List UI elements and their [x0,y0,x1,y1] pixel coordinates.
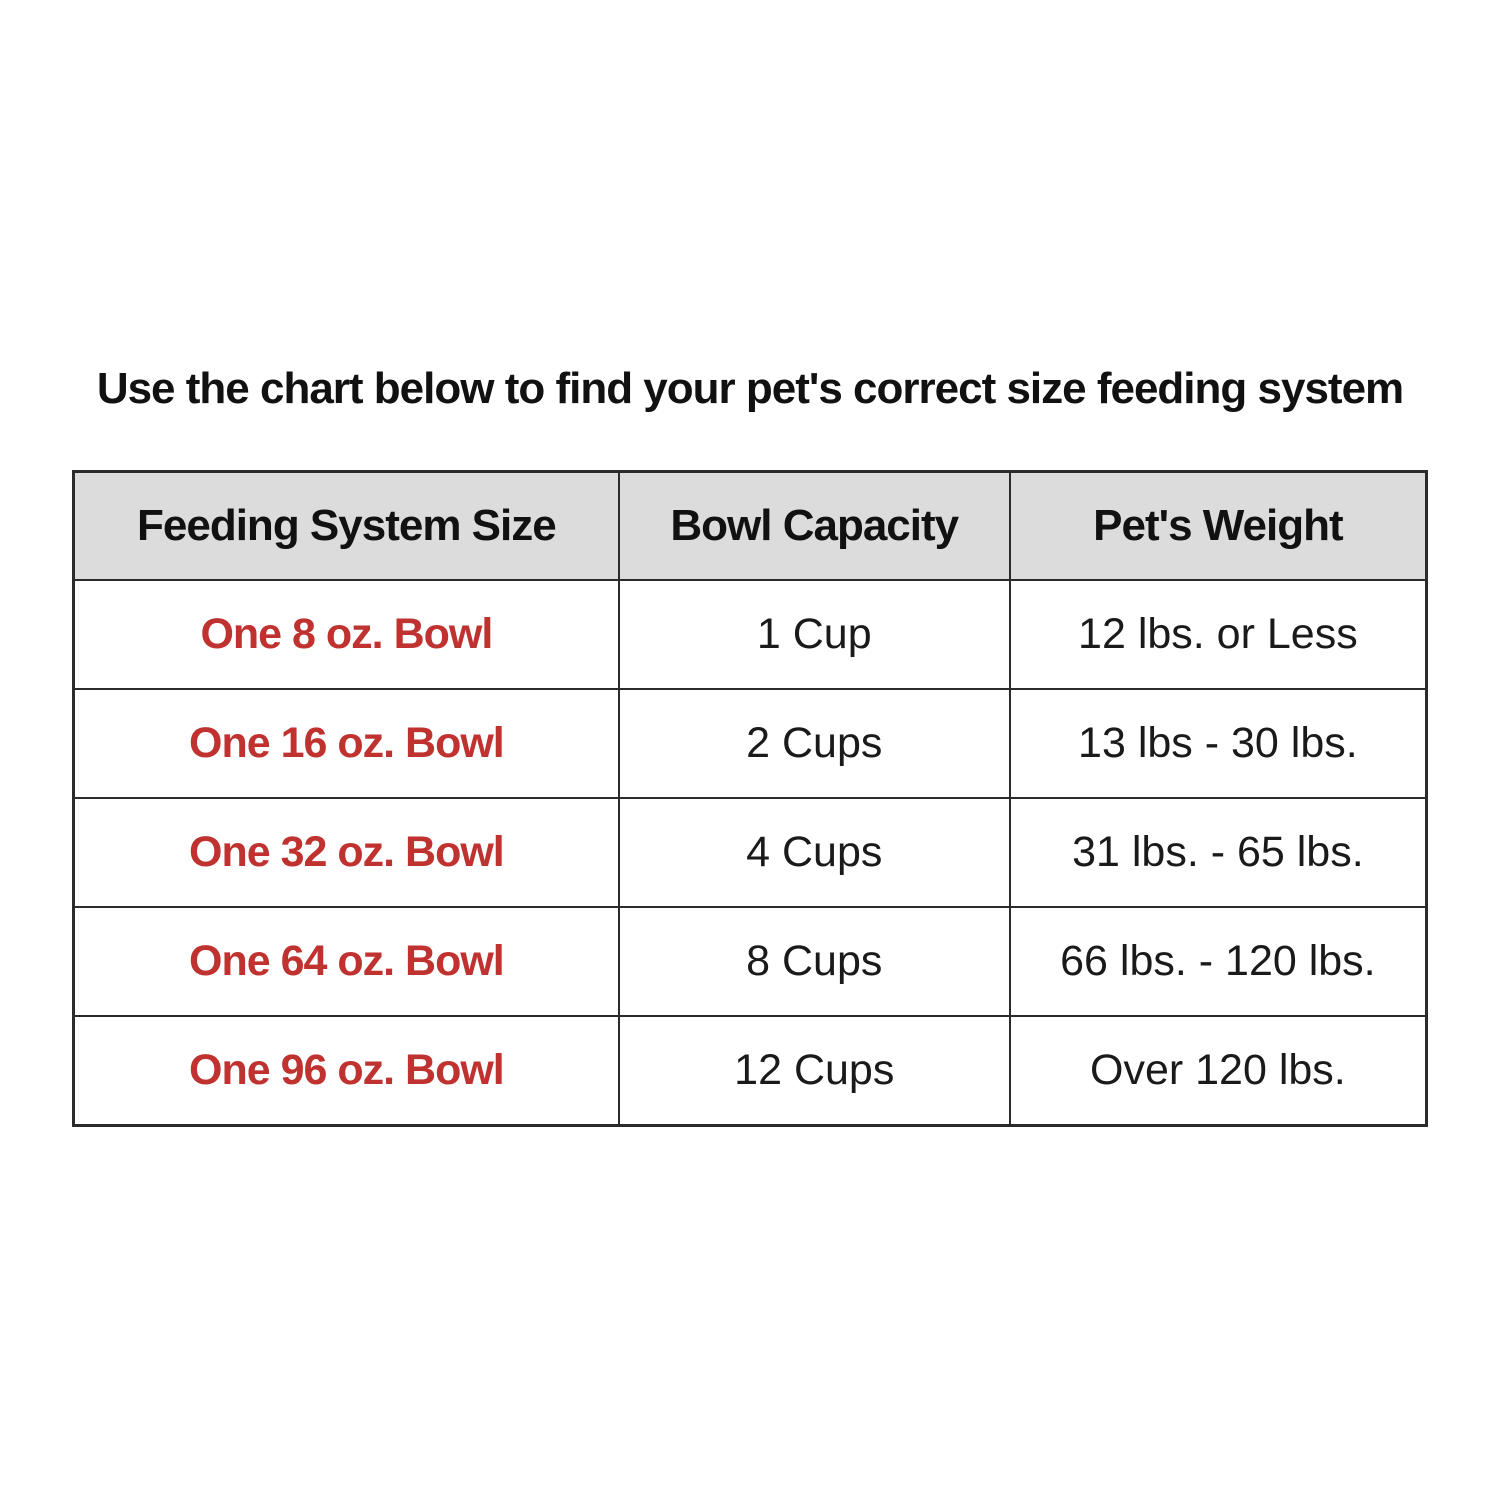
cell-size: One 16 oz. Bowl [72,688,620,799]
feeding-size-table: Feeding System Size Bowl Capacity Pet's … [72,470,1428,1127]
cell-size: One 32 oz. Bowl [72,797,620,908]
cell-weight: 12 lbs. or Less [1008,579,1428,690]
cell-weight: 13 lbs - 30 lbs. [1008,688,1428,799]
cell-weight: 31 lbs. - 65 lbs. [1008,797,1428,908]
table-row: One 64 oz. Bowl 8 Cups 66 lbs. - 120 lbs… [72,906,1428,1017]
cell-weight: 66 lbs. - 120 lbs. [1008,906,1428,1017]
column-header-bowl-capacity: Bowl Capacity [617,470,1011,581]
cell-size: One 8 oz. Bowl [72,579,620,690]
column-header-feeding-system-size: Feeding System Size [72,470,620,581]
chart-title: Use the chart below to find your pet's c… [96,364,1404,413]
cell-capacity: 1 Cup [617,579,1011,690]
cell-size: One 64 oz. Bowl [72,906,620,1017]
table-row: One 16 oz. Bowl 2 Cups 13 lbs - 30 lbs. [72,688,1428,799]
table-row: One 8 oz. Bowl 1 Cup 12 lbs. or Less [72,579,1428,690]
cell-weight: Over 120 lbs. [1008,1015,1428,1127]
cell-capacity: 12 Cups [617,1015,1011,1127]
table-header-row: Feeding System Size Bowl Capacity Pet's … [72,470,1428,581]
cell-capacity: 2 Cups [617,688,1011,799]
cell-capacity: 8 Cups [617,906,1011,1017]
column-header-pets-weight: Pet's Weight [1008,470,1428,581]
cell-capacity: 4 Cups [617,797,1011,908]
cell-size: One 96 oz. Bowl [72,1015,620,1127]
table-row: One 32 oz. Bowl 4 Cups 31 lbs. - 65 lbs. [72,797,1428,908]
table-row: One 96 oz. Bowl 12 Cups Over 120 lbs. [72,1015,1428,1127]
